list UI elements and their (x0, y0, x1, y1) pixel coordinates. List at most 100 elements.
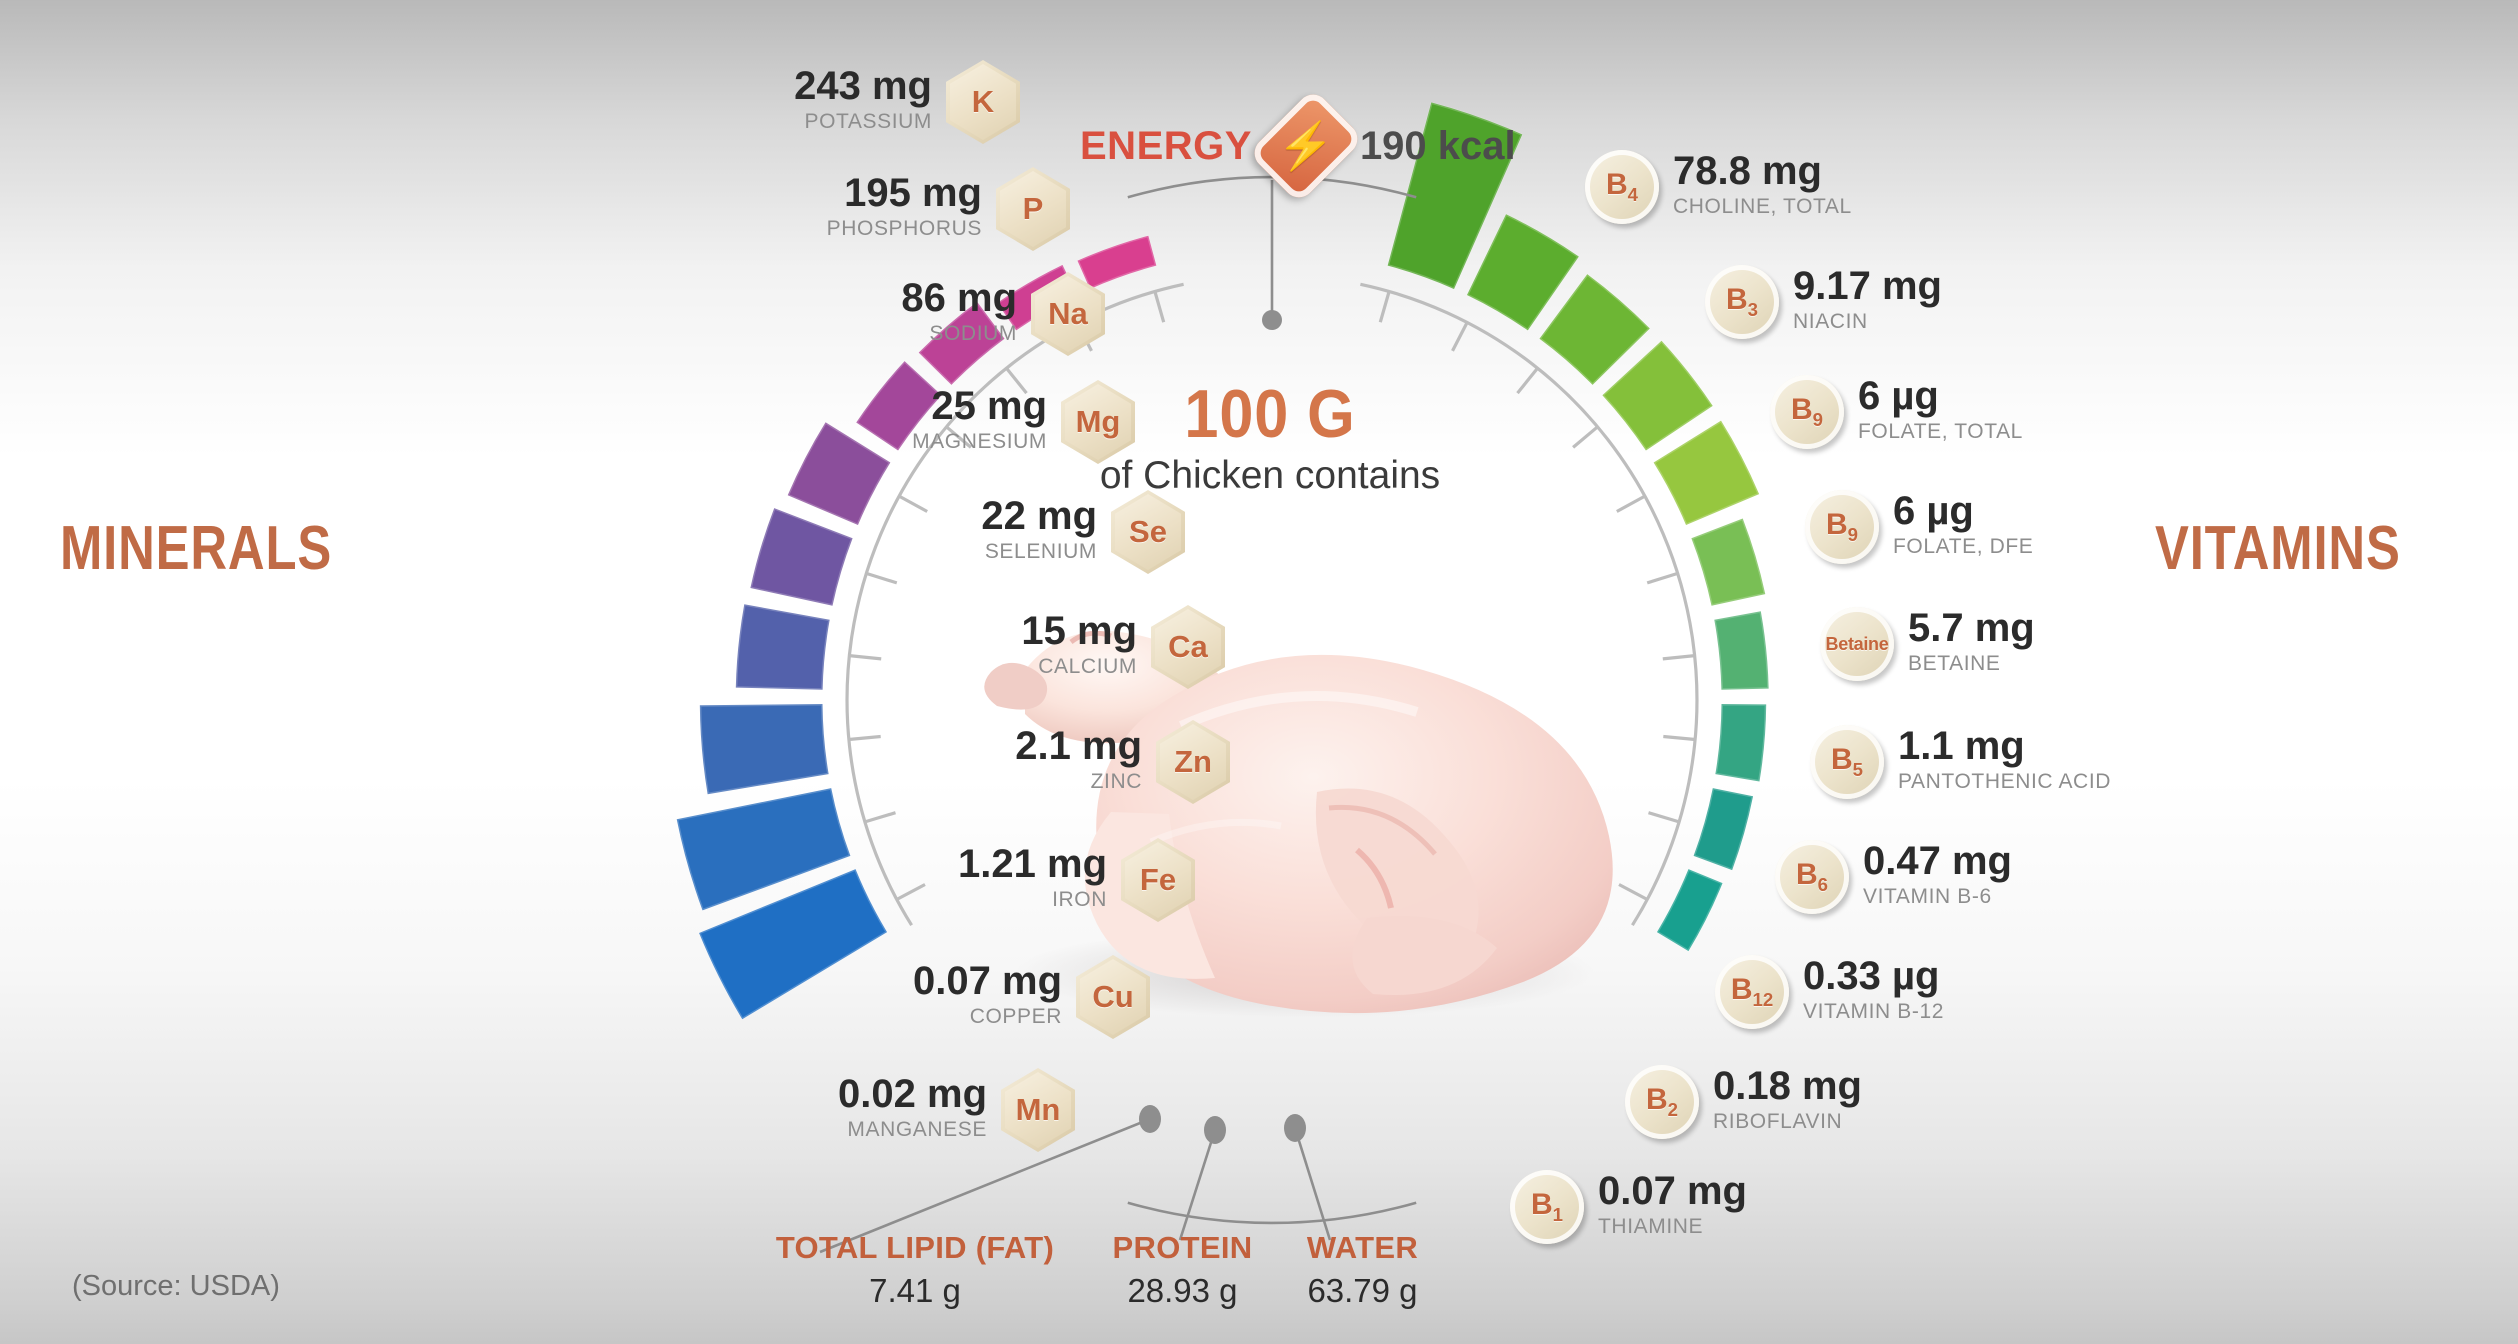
nutrient-name: RIBOFLAVIN (1713, 1110, 1843, 1134)
gauge-bar-sheen (1466, 213, 1580, 332)
gauge-tick (865, 571, 898, 585)
mineral-symbol-badge: Mg (1061, 380, 1135, 464)
leader-macro (1293, 1127, 1332, 1241)
gauge-tick (864, 811, 896, 824)
nutrient-amount: 6 µg (1858, 374, 1939, 419)
macro-value: 63.79 g (1307, 1272, 1418, 1309)
mineral-item: 22 mg SELENIUM Se (981, 490, 1185, 574)
gauge-bar (1656, 869, 1723, 952)
nutrient-name: POTASSIUM (804, 110, 932, 134)
macro-label: TOTAL LIPID (FAT) (775, 1230, 1055, 1265)
element-symbol: Se (1129, 514, 1167, 549)
element-symbol: Betaine (1825, 633, 1889, 654)
nutrient-name: PANTOTHENIC ACID (1898, 770, 2112, 794)
nutrient-name: FOLATE, DFE (1893, 535, 2034, 559)
nutrient-amount: 0.33 µg (1803, 954, 1940, 999)
macro-value: 7.41 g (869, 1272, 961, 1309)
vitamin-item: B2 0.18 mg RIBOFLAVIN (1625, 1065, 1862, 1139)
vitamin-item: B1 0.07 mg THIAMINE (1510, 1170, 1747, 1244)
vitamin-symbol-badge: B5 (1810, 725, 1884, 799)
energy-group: ENERGY ⚡ 190 kcal (1080, 88, 1516, 204)
section-title-minerals: MINERALS (60, 514, 333, 583)
vitamin-item: B9 6 µg FOLATE, TOTAL (1770, 375, 2023, 449)
vitamin-item: B5 1.1 mg PANTOTHENIC ACID (1810, 725, 2111, 799)
vitamin-item: B3 9.17 mg NIACIN (1705, 265, 1942, 339)
vitamin-symbol-badge: Betaine (1820, 607, 1894, 681)
mineral-item: 15 mg CALCIUM Ca (1021, 605, 1225, 689)
nutrient-name: NIACIN (1793, 310, 1868, 334)
nutrient-amount: 1.21 mg (958, 842, 1107, 887)
leader-dot (1139, 1105, 1161, 1133)
gauge-bar (750, 508, 853, 606)
gauge-tick (1451, 321, 1469, 352)
nutrient-amount: 1.1 mg (1898, 724, 2025, 769)
mineral-item: 25 mg MAGNESIUM Mg (912, 380, 1135, 464)
element-symbol: Fe (1139, 862, 1177, 897)
macro-value: 28.93 g (1127, 1272, 1238, 1309)
element-symbol: Zn (1174, 744, 1212, 779)
vitamin-symbol-badge: B3 (1705, 265, 1779, 339)
mineral-symbol-badge: Na (1031, 272, 1105, 356)
gauge-bar-sheen (699, 703, 830, 795)
nutrient-amount: 0.02 mg (838, 1072, 987, 1117)
vitamin-symbol-badge: B4 (1585, 150, 1659, 224)
vitamin-item: B12 0.33 µg VITAMIN B-12 (1715, 955, 1944, 1029)
gauge-bar-sheen (676, 787, 852, 912)
mineral-symbol-badge: Fe (1121, 838, 1195, 922)
gauge-bar-sheen (1656, 868, 1724, 952)
lightning-bolt-icon: ⚡ (1247, 88, 1364, 204)
mineral-item: 0.02 mg MANGANESE Mn (838, 1068, 1075, 1152)
gauge-tick (848, 734, 881, 742)
mineral-symbol-badge: Ca (1151, 605, 1225, 689)
element-symbol: B12 (1730, 973, 1774, 1010)
gauge-bar-sheen (1538, 273, 1651, 386)
nutrient-name: MANGANESE (847, 1118, 987, 1142)
nutrient-amount: 78.8 mg (1673, 149, 1822, 194)
mineral-symbol-badge: Zn (1156, 720, 1230, 804)
nutrient-amount: 6 µg (1893, 489, 1974, 534)
vitamin-symbol-badge: B2 (1625, 1065, 1699, 1139)
element-symbol: P (1022, 191, 1044, 226)
element-symbol: B1 (1530, 1188, 1563, 1225)
nutrient-name: SELENIUM (984, 540, 1097, 564)
gauge-bar-sheen (1652, 419, 1760, 526)
energy-value: 190 kcal (1359, 123, 1516, 168)
leader-macro (1178, 1129, 1217, 1241)
nutrient-name: CHOLINE, TOTAL (1673, 195, 1852, 219)
macro-water: WATER 63.79 g (1275, 1230, 1450, 1310)
vitamin-item: Betaine 5.7 mg BETAINE (1820, 607, 2035, 681)
nutrient-name: VITAMIN B-6 (1863, 885, 1992, 909)
element-symbol: Na (1048, 296, 1088, 331)
nutrient-amount: 0.47 mg (1863, 839, 2012, 884)
gauge-bar-sheen (1601, 340, 1714, 452)
gauge-bar (1693, 788, 1754, 871)
center-subtitle: of Chicken contains (1099, 454, 1441, 497)
mineral-symbol-badge: K (946, 60, 1020, 144)
gauge-bar-sheen (698, 868, 888, 1020)
source-note: (Source: USDA) (72, 1270, 280, 1302)
vitamin-symbol-badge: B9 (1770, 375, 1844, 449)
gauge-bar (787, 422, 891, 526)
element-symbol: B6 (1795, 858, 1828, 895)
nutrient-amount: 15 mg (1021, 609, 1137, 654)
gauge-tick (898, 494, 928, 513)
gauge-bar (735, 604, 830, 690)
gauge-tick (1153, 291, 1166, 323)
mineral-symbol-badge: Mn (1001, 1068, 1075, 1152)
mineral-symbol-badge: P (996, 167, 1070, 251)
gauge-bar-sheen (1692, 787, 1754, 871)
gauge-bar (1691, 518, 1766, 606)
mineral-symbol-badge: Cu (1076, 955, 1150, 1039)
macro-label: PROTEIN (1112, 1230, 1253, 1265)
gauge-tick (1572, 425, 1599, 449)
vitamin-symbol-badge: B6 (1775, 840, 1849, 914)
element-symbol: K (971, 84, 995, 119)
nutrient-name: SODIUM (929, 322, 1017, 346)
center-amount: 100 G (1184, 376, 1356, 452)
gauge-tick (1662, 654, 1695, 661)
gauge-tick (1616, 494, 1646, 513)
element-symbol: Cu (1092, 979, 1134, 1014)
nutrient-name: ZINC (1090, 770, 1142, 794)
nutrient-name: IRON (1052, 888, 1107, 912)
nutrient-name: COPPER (969, 1005, 1062, 1029)
